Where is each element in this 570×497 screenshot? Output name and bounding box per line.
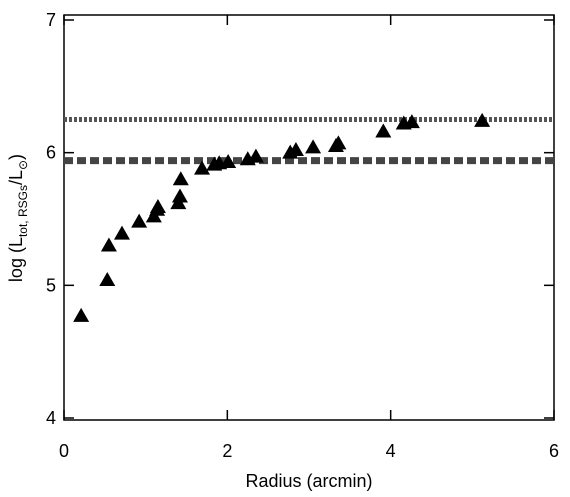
- point: [100, 237, 117, 252]
- point: [305, 139, 322, 154]
- x-tick-label: 0: [59, 441, 69, 461]
- point: [287, 142, 304, 157]
- point: [149, 199, 166, 214]
- x-tick-label: 6: [549, 441, 559, 461]
- y-label-part: log (L: [6, 237, 26, 282]
- point: [194, 160, 211, 175]
- point: [474, 112, 491, 127]
- point: [99, 272, 116, 287]
- y-tick-label: 4: [46, 408, 56, 428]
- point: [113, 225, 130, 240]
- point: [330, 135, 347, 150]
- plot-frame: [63, 14, 555, 421]
- y-label-subscript: ⊙: [16, 160, 30, 170]
- y-axis-label: log (Ltot, RSGs/L⊙): [6, 154, 30, 282]
- point: [73, 307, 90, 322]
- x-axis-label: Radius (arcmin): [245, 471, 372, 491]
- point: [131, 213, 148, 228]
- x-tick-label: 2: [222, 441, 232, 461]
- y-label-part: /L: [6, 170, 26, 185]
- point: [247, 148, 264, 163]
- point: [172, 171, 189, 186]
- y-tick-label: 7: [46, 10, 56, 30]
- point: [375, 123, 392, 138]
- y-label-part: ): [6, 154, 26, 160]
- point: [403, 114, 420, 129]
- point: [171, 188, 188, 203]
- y-tick-label: 6: [46, 143, 56, 163]
- point: [220, 153, 237, 168]
- x-tick-label: 4: [386, 441, 396, 461]
- y-tick-label: 5: [46, 275, 56, 295]
- y-label-subscript: tot, RSGs: [16, 185, 30, 237]
